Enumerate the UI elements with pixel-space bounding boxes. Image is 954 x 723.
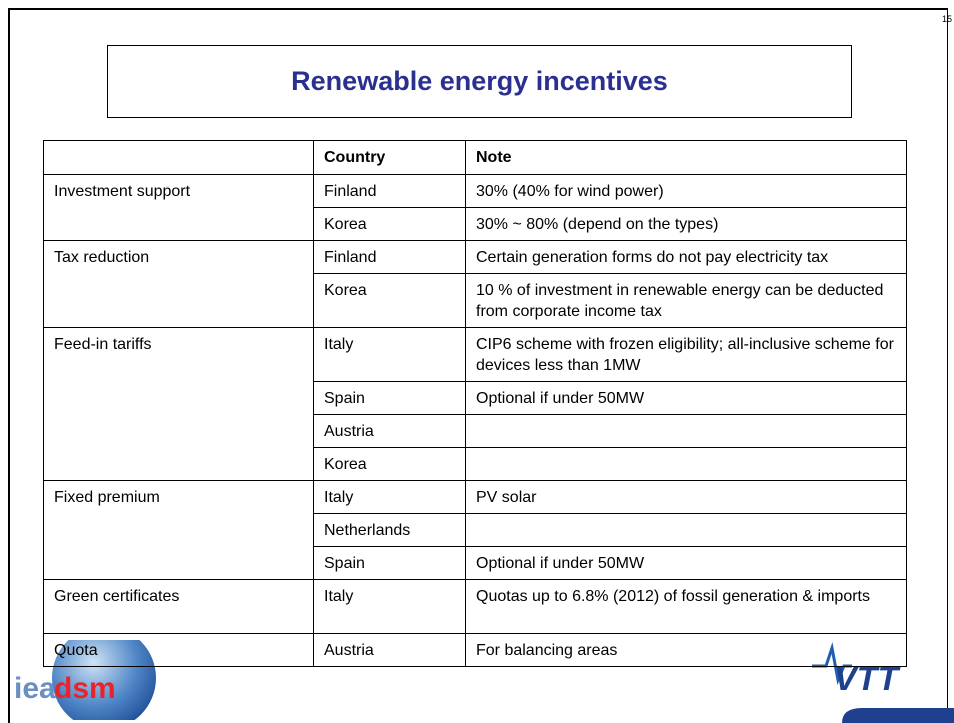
table-row: Feed-in tariffs Italy CIP6 scheme with fro… [43, 327, 907, 481]
logo-dsm: dsm [54, 672, 116, 705]
logo-iea: iea [14, 672, 56, 705]
note-cell: 10 % of investment in renewable energy c… [465, 273, 907, 328]
table-row: Quota Austria For balancing areas [43, 633, 907, 667]
header-cell: Country [313, 140, 466, 175]
header-cell [43, 140, 314, 175]
incentive-cell: Quota [43, 633, 314, 667]
note-cell [465, 414, 907, 448]
incentive-cell: Feed-in tariffs [43, 327, 314, 481]
table-row: Austria [44, 414, 907, 448]
table-row: Investment support Finland 30% (40% for wi… [43, 174, 907, 241]
header-cell: Note [465, 140, 907, 175]
note-cell: 30% ~ 80% (depend on the types) [465, 207, 907, 241]
table-row: Tax reduction Finland Certain generation f… [43, 240, 907, 328]
header-row: Country Note [43, 140, 907, 175]
title: Renewable energy incentives [291, 66, 668, 96]
country-cell: Italy [313, 327, 466, 382]
country-cell: Finland [313, 240, 466, 274]
incentive-cell: Investment support [43, 174, 314, 241]
note-cell [465, 447, 907, 481]
country-cell: Italy [313, 480, 466, 514]
table-row: Fixed premium Italy PV solar [43, 480, 907, 580]
note-cell: 30% (40% for wind power) [465, 174, 907, 208]
note-cell: For balancing areas [465, 633, 907, 667]
country-cell: Spain [313, 546, 466, 580]
incentive-cell: Tax reduction [43, 240, 314, 328]
table-row: Spain Optional if under 50MW [44, 546, 907, 580]
table-row: Korea [44, 447, 907, 481]
country-cell: Spain [313, 381, 466, 415]
note-cell: Quotas up to 6.8% (2012) of fossil gener… [465, 579, 907, 634]
note-cell: Certain generation forms do not pay elec… [465, 240, 907, 274]
incentive-cell: Green certificates [43, 579, 314, 634]
country-cell: Finland [313, 174, 466, 208]
country-cell: Austria [313, 414, 466, 448]
title-box: Renewable energy incentives [107, 45, 852, 118]
note-cell: Optional if under 50MW [465, 381, 907, 415]
table-row: Korea 30% ~ 80% (depend on the types) [44, 207, 907, 241]
country-cell: Korea [313, 273, 466, 328]
note-cell [465, 513, 907, 547]
country-cell: Italy [313, 579, 466, 634]
country-cell: Korea [313, 207, 466, 241]
note-cell: Optional if under 50MW [465, 546, 907, 580]
page-number: 15 [942, 14, 953, 24]
country-cell: Netherlands [313, 513, 466, 547]
note-cell: CIP6 scheme with frozen eligibility; all… [465, 327, 907, 382]
country-cell: Korea [313, 447, 466, 481]
incentive-table: Country Note Investment support Finland 30% … [43, 140, 907, 667]
country-cell: Austria [313, 633, 466, 667]
slide-frame [8, 8, 948, 723]
logo-band [842, 708, 954, 723]
incentive-cell: Fixed premium [43, 480, 314, 580]
note-cell: PV solar [465, 480, 907, 514]
table-row: Green certificates Italy Quotas up to 6.8%… [43, 579, 907, 634]
